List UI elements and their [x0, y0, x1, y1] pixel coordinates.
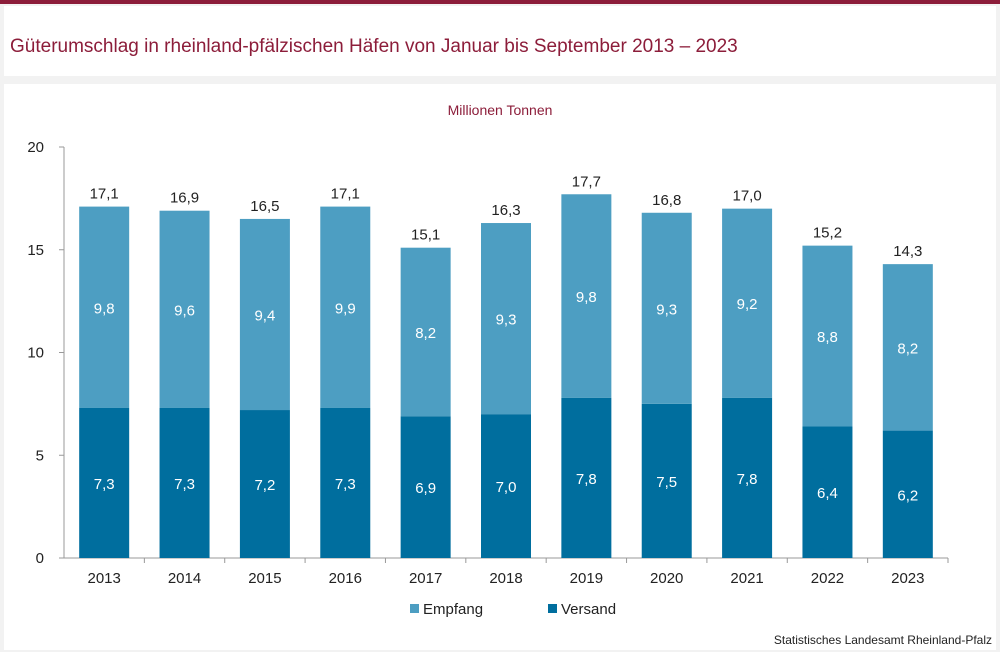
x-tick-label: 2018 — [489, 570, 522, 587]
x-tick-label: 2019 — [570, 570, 603, 587]
stacked-bar-chart: Millionen Tonnen 0 5 10 15 20 7,3 9,8 17,1 2013 7,… — [27, 102, 992, 647]
empfang-value-label: 9,4 — [254, 307, 275, 324]
x-tick-label: 2016 — [329, 570, 362, 587]
x-tick-label: 2023 — [891, 570, 924, 587]
total-value-label: 16,8 — [652, 192, 681, 209]
bar-empfang — [802, 245, 853, 427]
chart-panel: Millionen Tonnen 0 5 10 15 20 7,3 9,8 17,1 2013 7,… — [4, 84, 996, 650]
bar-versand — [159, 407, 210, 558]
bar-versand — [239, 410, 290, 558]
bar-versand — [722, 397, 773, 558]
empfang-value-label: 8,2 — [897, 340, 918, 357]
y-tick-label: 5 — [36, 447, 44, 464]
total-value-label: 17,7 — [572, 173, 601, 190]
legend-swatch-versand — [548, 604, 557, 613]
title-panel: Güterumschlag in rheinland-pfälzischen H… — [4, 6, 996, 76]
x-tick-label: 2017 — [409, 570, 442, 587]
empfang-value-label: 9,8 — [94, 300, 115, 317]
x-tick-label: 2014 — [168, 570, 201, 587]
total-value-label: 16,3 — [491, 202, 520, 219]
versand-value-label: 7,5 — [656, 474, 677, 491]
bar-empfang — [882, 264, 933, 431]
bar-empfang — [561, 194, 612, 398]
versand-value-label: 7,3 — [174, 476, 195, 493]
bar-empfang — [239, 218, 290, 411]
bar-empfang — [79, 206, 130, 408]
unit-label: Millionen Tonnen — [448, 102, 553, 118]
bar-versand — [320, 407, 371, 558]
total-value-label: 17,0 — [732, 188, 761, 205]
total-value-label: 16,9 — [170, 190, 199, 207]
versand-value-label: 6,9 — [415, 480, 436, 497]
bar-versand — [882, 430, 933, 558]
bar-versand — [641, 403, 692, 558]
y-tick-label: 0 — [36, 550, 44, 567]
bar-empfang — [159, 210, 210, 408]
source-note: Statistisches Landesamt Rheinland-Pfalz — [774, 633, 992, 647]
empfang-value-label: 9,6 — [174, 302, 195, 319]
x-tick-label: 2015 — [248, 570, 281, 587]
empfang-value-label: 9,3 — [656, 301, 677, 318]
chart-title: Güterumschlag in rheinland-pfälzischen H… — [10, 36, 738, 57]
versand-value-label: 7,3 — [94, 476, 115, 493]
total-value-label: 17,1 — [331, 186, 360, 203]
bar-empfang — [722, 208, 773, 398]
x-tick-label: 2021 — [730, 570, 763, 587]
versand-value-label: 7,3 — [335, 476, 356, 493]
versand-value-label: 7,2 — [254, 477, 275, 494]
versand-value-label: 7,8 — [576, 471, 597, 488]
empfang-value-label: 9,3 — [496, 312, 517, 329]
bar-versand — [561, 397, 612, 558]
y-tick-label: 20 — [27, 139, 44, 156]
bar-versand — [79, 407, 130, 558]
versand-value-label: 6,2 — [897, 487, 918, 504]
empfang-value-label: 9,9 — [335, 300, 356, 317]
total-value-label: 15,2 — [813, 225, 842, 242]
bar-versand — [802, 426, 853, 558]
total-value-label: 16,5 — [250, 198, 279, 215]
bar-versand — [481, 414, 531, 558]
legend-label-versand: Versand — [561, 601, 616, 618]
total-value-label: 17,1 — [90, 186, 119, 203]
versand-value-label: 7,8 — [737, 471, 758, 488]
legend-label-empfang: Empfang — [423, 601, 483, 618]
empfang-value-label: 9,8 — [576, 289, 597, 306]
x-tick-label: 2022 — [811, 570, 844, 587]
x-tick-label: 2020 — [650, 570, 683, 587]
y-tick-label: 10 — [27, 345, 44, 362]
empfang-value-label: 9,2 — [737, 296, 758, 313]
bar-versand — [400, 416, 451, 558]
empfang-value-label: 8,8 — [817, 329, 838, 346]
x-tick-label: 2013 — [87, 570, 120, 587]
top-accent-line — [0, 0, 1000, 4]
total-value-label: 15,1 — [411, 227, 440, 244]
y-tick-label: 15 — [27, 242, 44, 259]
bar-empfang — [641, 212, 692, 404]
bar-empfang — [481, 223, 531, 415]
empfang-value-label: 8,2 — [415, 325, 436, 342]
versand-value-label: 7,0 — [496, 479, 517, 496]
bar-empfang — [320, 206, 371, 408]
total-value-label: 14,3 — [893, 243, 922, 260]
versand-value-label: 6,4 — [817, 485, 838, 502]
legend-swatch-empfang — [410, 604, 419, 613]
bar-empfang — [400, 247, 451, 417]
